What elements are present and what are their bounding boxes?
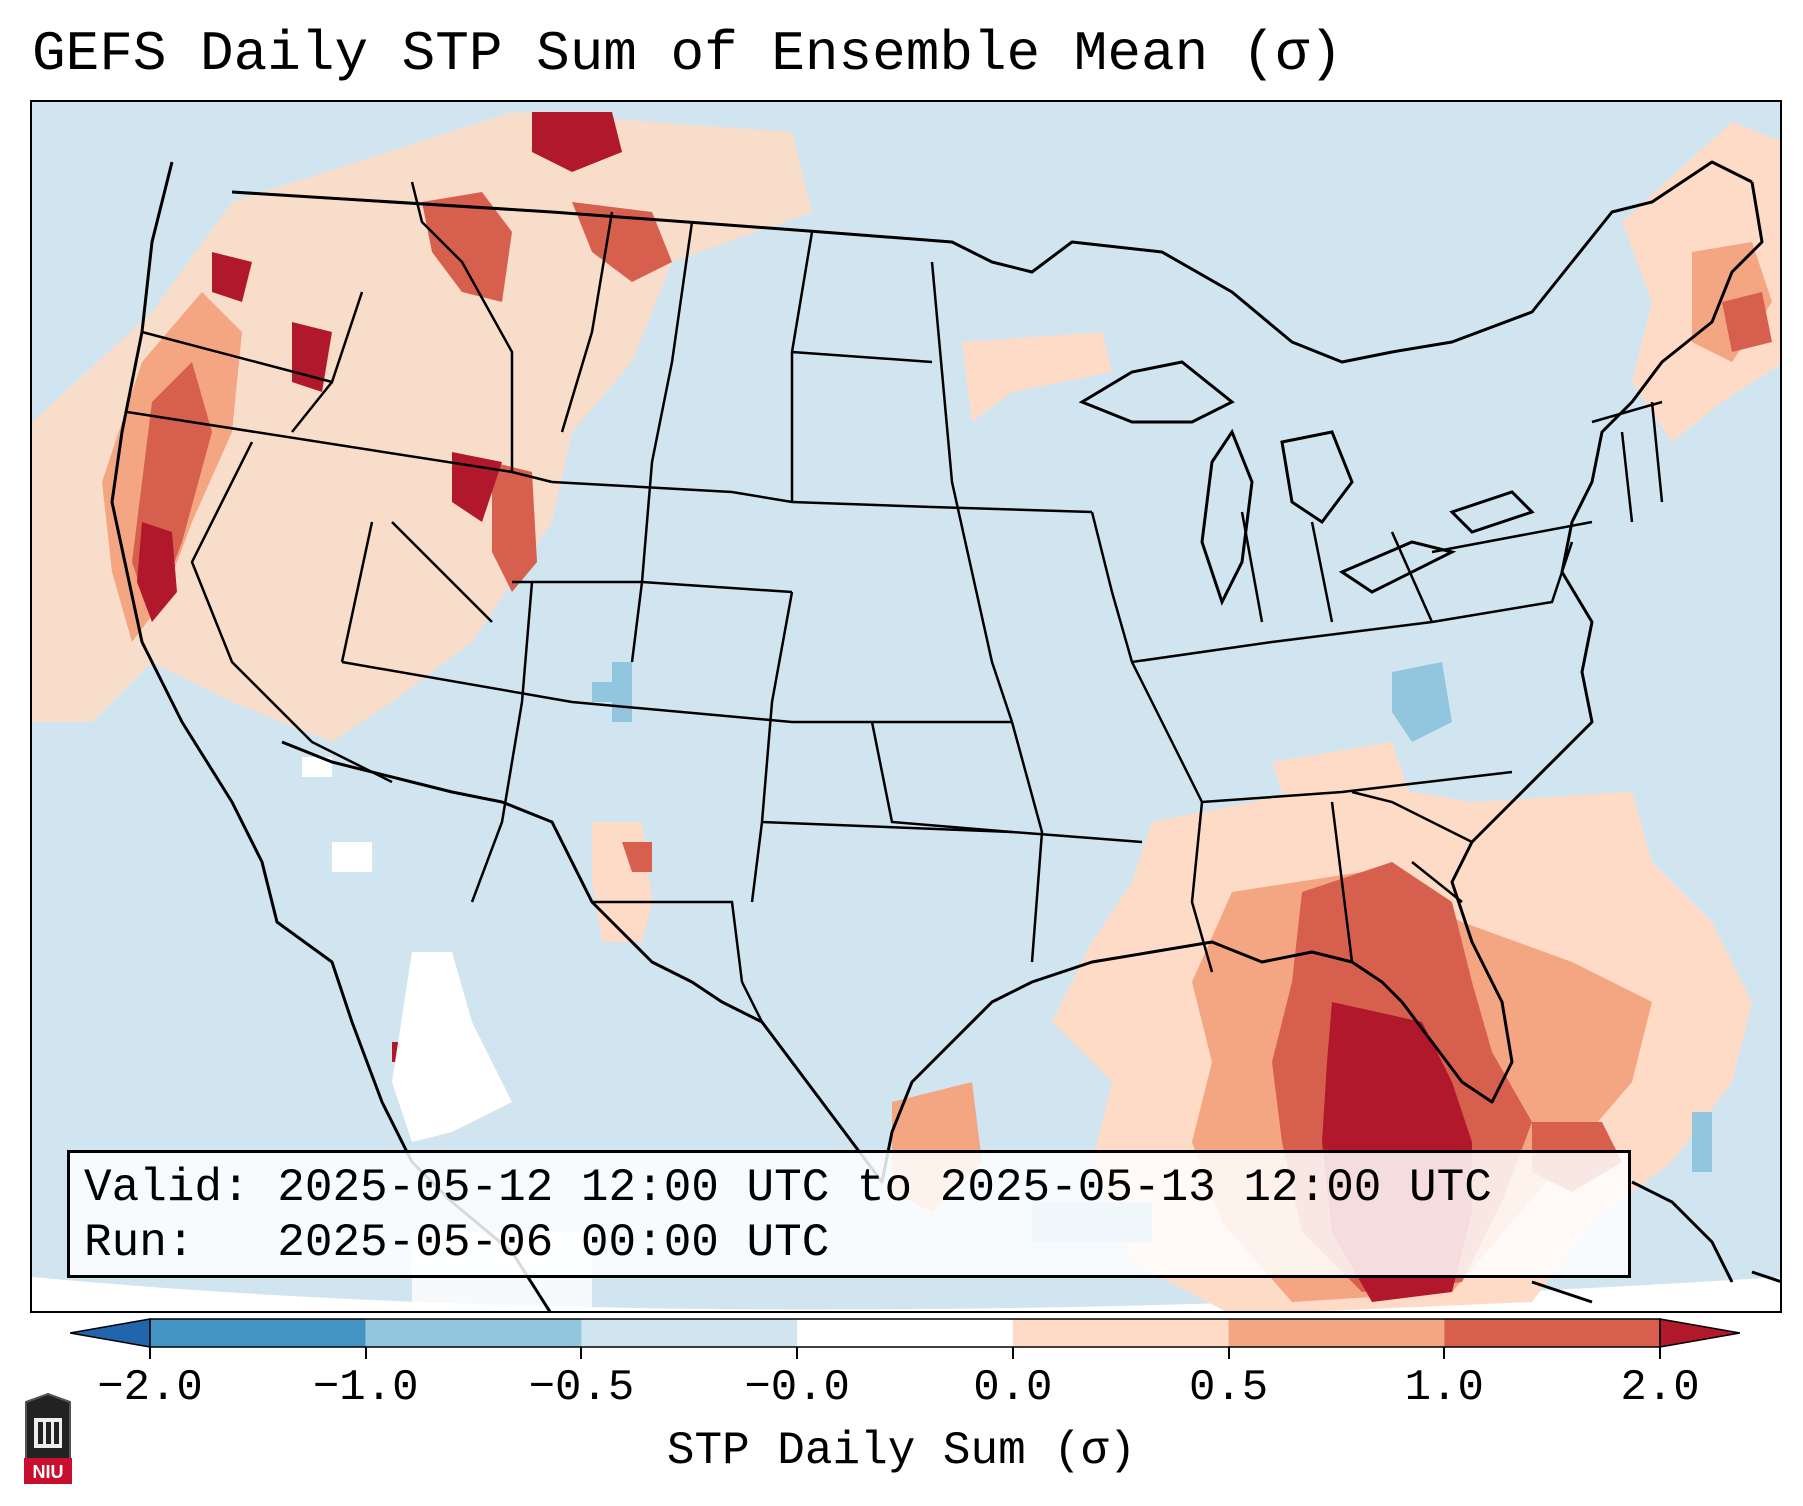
colorbar-tick — [1011, 1347, 1014, 1359]
colorbar-bin — [797, 1319, 1013, 1347]
colorbar-extension-low — [70, 1318, 151, 1348]
valid-run-info-box: Valid: 2025-05-12 12:00 UTC to 2025-05-1… — [67, 1150, 1631, 1278]
stp-field-northwest — [32, 112, 812, 742]
valid-time-line: Valid: 2025-05-12 12:00 UTC to 2025-05-1… — [84, 1162, 1492, 1214]
colorbar-tick — [149, 1347, 151, 1359]
colorbar-label: STP Daily Sum (σ) — [666, 1425, 1137, 1477]
map-canvas — [32, 102, 1780, 1311]
colorbar-tick-label: −0.5 — [528, 1363, 635, 1413]
colorbar-tick — [1443, 1347, 1446, 1359]
colorbar-outline — [149, 1318, 1661, 1348]
colorbar-extension-high — [1659, 1318, 1740, 1348]
colorbar-tick-label: −1.0 — [312, 1363, 419, 1413]
lake-huron — [1280, 430, 1354, 525]
colorbar-tick-label: 0.5 — [1188, 1363, 1269, 1413]
colorbar-bin — [365, 1319, 582, 1347]
lake-ontario — [1449, 490, 1535, 534]
caribbean-islands — [1531, 1180, 1780, 1304]
great-lakes — [1078, 360, 1535, 606]
colorbar-tick — [580, 1347, 583, 1359]
stp-field-scattered — [392, 332, 1412, 1062]
colorbar-tick — [364, 1347, 367, 1359]
logo-text: NIU — [33, 1462, 64, 1482]
colorbar-tick — [796, 1347, 799, 1359]
colorbar-tick — [1227, 1347, 1230, 1359]
state-boundaries — [126, 181, 1664, 1023]
colorbar-tick-label: 0.0 — [973, 1363, 1053, 1413]
lake-erie — [1338, 540, 1457, 594]
colorbar-tick-label: 1.0 — [1404, 1363, 1484, 1413]
colorbar-tick — [1659, 1347, 1661, 1359]
lake-michigan — [1200, 428, 1254, 606]
colorbar-bin — [1228, 1319, 1445, 1347]
run-time-line: Run: 2025-05-06 00:00 UTC — [84, 1217, 830, 1269]
map-panel — [30, 100, 1782, 1313]
colorbar-bin — [150, 1319, 366, 1347]
colorbar-bin — [1012, 1319, 1229, 1347]
northern-border-line — [231, 160, 1753, 364]
colorbar — [70, 1318, 1740, 1348]
colorbar-tick-label: −0.0 — [744, 1363, 850, 1413]
colorbar-bin — [581, 1319, 798, 1347]
colorbar-bin — [1444, 1319, 1660, 1347]
university-seal-icon: NIU — [24, 1392, 72, 1484]
colorbar-tick-label: 2.0 — [1620, 1363, 1700, 1413]
lake-superior — [1078, 360, 1235, 424]
page-title: GEFS Daily STP Sum of Ensemble Mean (σ) — [32, 22, 1343, 86]
colorbar-tick-label: −2.0 — [97, 1363, 203, 1413]
